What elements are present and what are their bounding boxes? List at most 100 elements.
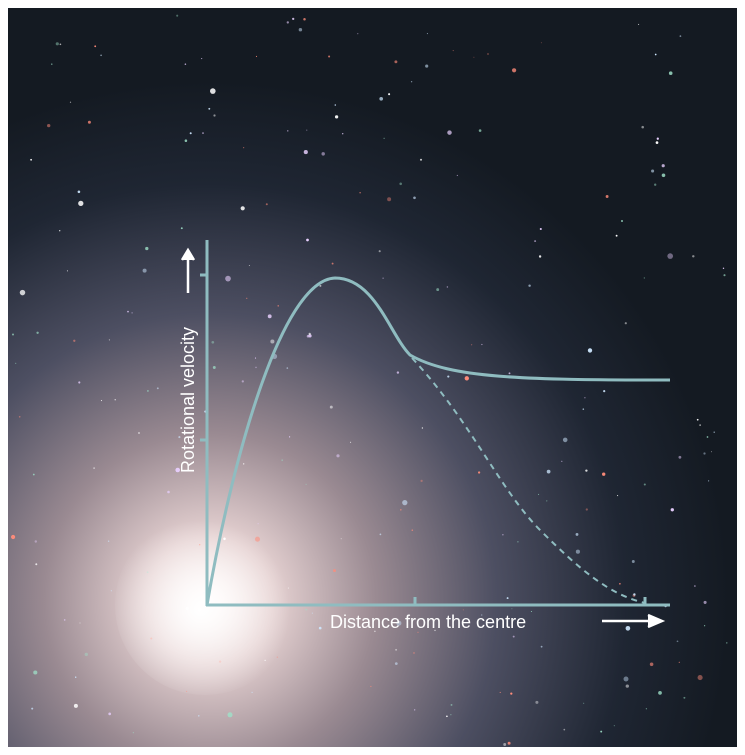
star [251, 691, 253, 694]
star [713, 431, 715, 433]
star [328, 55, 331, 58]
star [410, 81, 413, 83]
star [127, 310, 129, 313]
star [59, 43, 62, 46]
star [517, 541, 519, 543]
star [32, 473, 35, 476]
star [477, 471, 481, 474]
star [225, 275, 231, 282]
star [661, 173, 666, 178]
star [508, 372, 511, 375]
star [507, 741, 511, 745]
star [201, 58, 203, 60]
star [87, 120, 91, 124]
star [654, 53, 657, 56]
star [340, 538, 342, 540]
star [411, 529, 414, 531]
star [575, 532, 579, 536]
star [699, 424, 701, 426]
star [723, 274, 726, 277]
star [633, 593, 636, 596]
star [530, 611, 532, 612]
star [34, 540, 38, 543]
star [19, 289, 26, 296]
star [11, 333, 15, 336]
star [394, 60, 398, 64]
star [210, 88, 216, 94]
star [257, 523, 259, 525]
star [51, 63, 53, 65]
star [643, 277, 645, 279]
star [668, 71, 673, 75]
star [287, 130, 289, 132]
star [319, 284, 322, 287]
star [305, 609, 307, 611]
star [413, 196, 416, 200]
star [678, 455, 682, 459]
star [131, 312, 133, 314]
star [400, 509, 402, 511]
star [277, 305, 279, 307]
x-axis-label: Distance from the centre [330, 612, 526, 632]
star [305, 483, 307, 485]
star [178, 436, 181, 439]
galaxy-core [115, 515, 295, 695]
rotation-diagram [200, 240, 671, 607]
star [679, 35, 682, 37]
star [142, 268, 147, 273]
star [703, 452, 706, 455]
star [396, 371, 400, 374]
star [110, 590, 112, 592]
star [350, 441, 352, 443]
star [108, 712, 112, 716]
star [683, 696, 686, 699]
arrows [180, 247, 666, 629]
star [243, 147, 245, 149]
star [413, 652, 415, 654]
star [202, 132, 204, 135]
star [450, 714, 452, 716]
star [643, 483, 646, 486]
star [481, 343, 483, 346]
star [137, 431, 141, 435]
star [84, 652, 88, 657]
star [378, 250, 381, 253]
star [286, 21, 289, 24]
star [722, 267, 725, 269]
star [620, 219, 624, 223]
star [270, 339, 275, 344]
star [15, 362, 17, 364]
galaxy-background [8, 8, 737, 747]
star [511, 68, 517, 73]
star [655, 141, 659, 144]
star [585, 508, 588, 511]
star [434, 629, 436, 632]
star [334, 104, 337, 106]
star [94, 45, 97, 48]
star [383, 137, 385, 139]
star [619, 582, 621, 585]
star [359, 192, 361, 194]
star [600, 730, 603, 733]
star [167, 490, 170, 494]
star [114, 399, 116, 401]
star [175, 467, 180, 473]
star [499, 691, 501, 693]
star [402, 499, 408, 506]
star [587, 348, 593, 353]
star [334, 115, 339, 119]
star [414, 709, 416, 711]
star [704, 625, 706, 627]
star [108, 339, 110, 341]
star [676, 640, 679, 643]
star [281, 459, 284, 462]
star [603, 390, 606, 393]
star [303, 150, 308, 155]
star [670, 508, 674, 512]
star [583, 702, 585, 704]
star [478, 129, 482, 132]
star [625, 684, 629, 688]
star [585, 469, 588, 472]
star [75, 676, 77, 678]
star [678, 661, 680, 663]
